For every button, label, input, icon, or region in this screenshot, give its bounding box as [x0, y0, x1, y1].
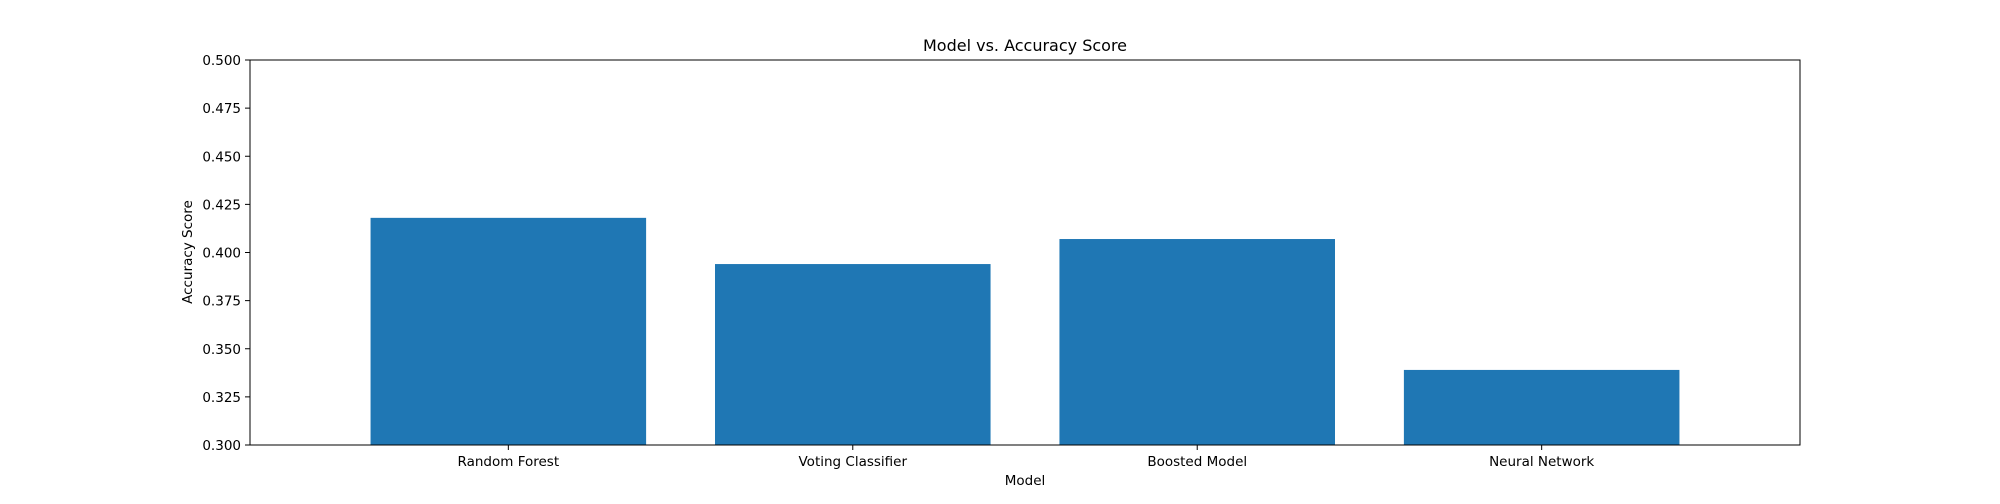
- y-axis-label: Accuracy Score: [180, 200, 196, 304]
- bar-neural-network: [1403, 369, 1680, 445]
- y-tick-label: 0.300: [202, 438, 241, 454]
- x-tick-label: Boosted Model: [1147, 454, 1247, 470]
- y-axis: 0.300 0.325 0.350 0.375 0.400 0.425 0.450 0.475…: [202, 53, 250, 454]
- bars: [370, 217, 1680, 445]
- x-tick-label: Voting Classifier: [799, 454, 908, 470]
- y-tick-label: 0.350: [202, 342, 241, 358]
- y-tick-label: 0.375: [202, 294, 241, 310]
- x-tick-label: Random Forest: [458, 454, 560, 470]
- y-tick-label: 0.500: [202, 53, 241, 69]
- y-tick-label: 0.400: [202, 246, 241, 262]
- y-tick-label: 0.325: [202, 390, 241, 406]
- x-axis: Random Forest Voting Classifier Boosted Mo…: [458, 445, 1594, 470]
- x-axis-label: Model: [1005, 473, 1046, 489]
- chart-title: Model vs. Accuracy Score: [923, 36, 1127, 55]
- bar-voting-classifier: [715, 264, 991, 445]
- bar-boosted-model: [1059, 239, 1335, 445]
- x-tick-label: Neural Network: [1489, 454, 1594, 470]
- bar-random-forest: [370, 217, 647, 445]
- y-tick-label: 0.450: [202, 149, 241, 165]
- plot-frame: [249, 59, 1801, 446]
- y-tick-label: 0.425: [202, 197, 241, 213]
- y-tick-label: 0.475: [202, 101, 241, 117]
